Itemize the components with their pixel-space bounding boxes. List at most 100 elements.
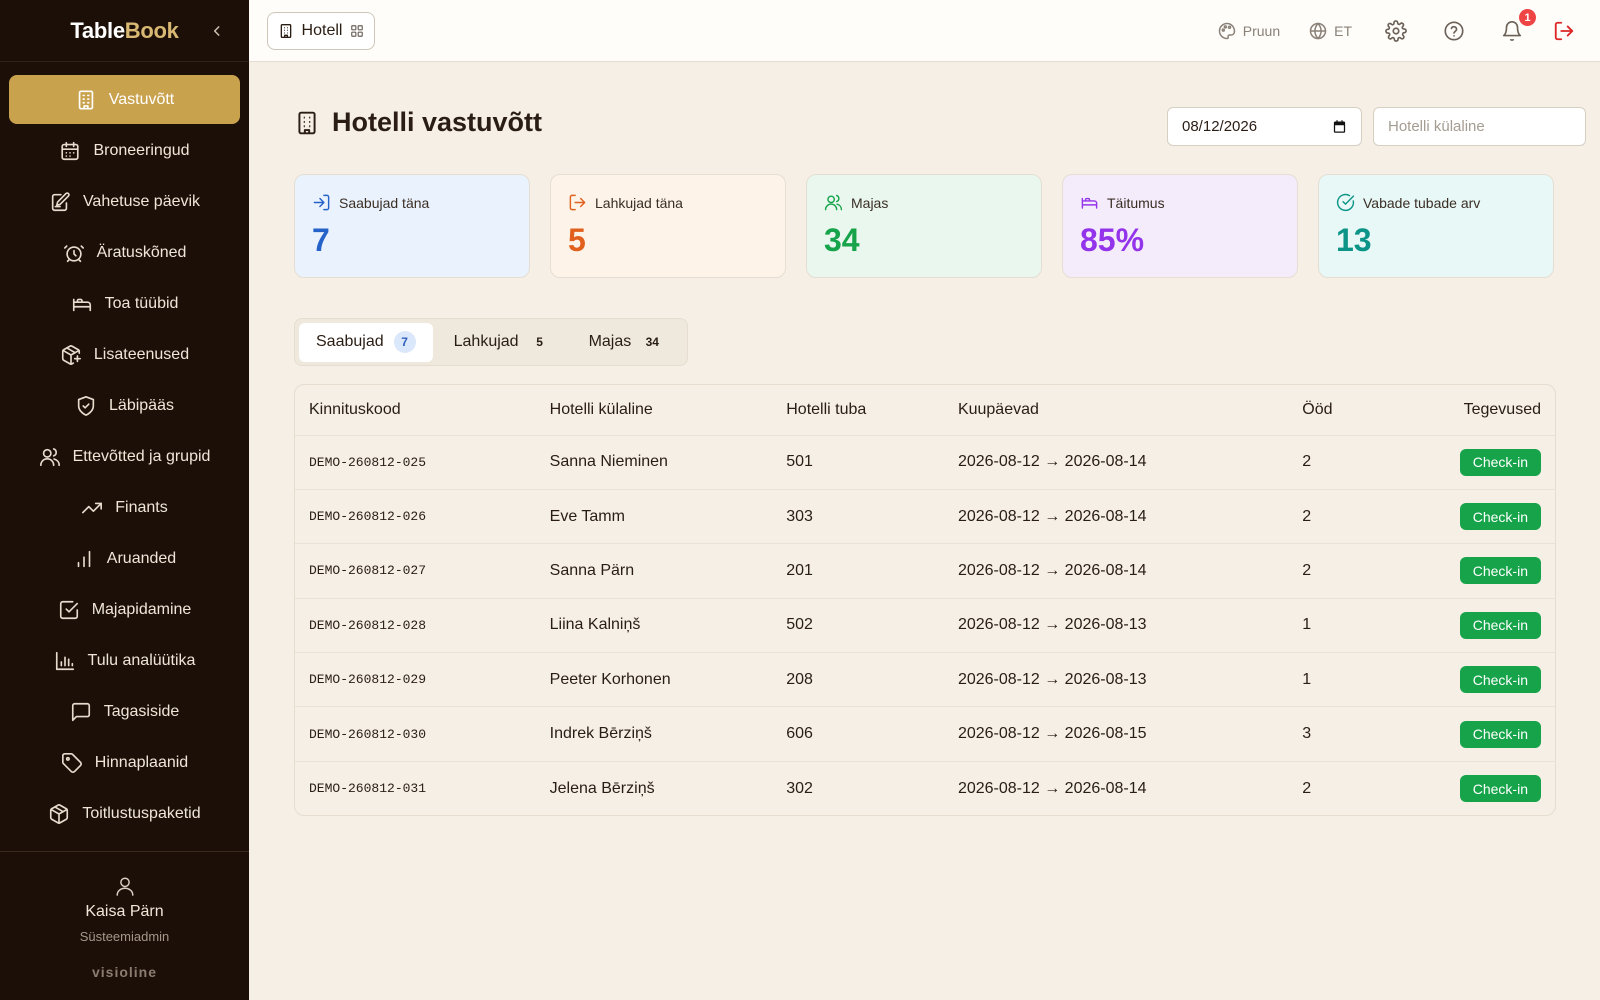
sidebar-item-5[interactable]: Lisateenused <box>9 330 240 379</box>
check-in-button[interactable]: Check-in <box>1459 666 1541 694</box>
theme-switcher[interactable]: Pruun <box>1217 21 1280 41</box>
sidebar-item-10[interactable]: Majapidamine <box>9 585 240 634</box>
nights-count: 1 <box>1288 597 1429 653</box>
column-header: Tegevused <box>1463 400 1541 418</box>
stat-card: Lahkujad täna 5 <box>550 174 786 278</box>
module-label: Hotell <box>301 22 343 39</box>
building-icon <box>78 89 93 110</box>
check-in-button[interactable]: Check-in <box>1459 503 1541 531</box>
room-number: 208 <box>772 652 944 707</box>
stay-dates: 2026-08-12 → 2026-08-14 <box>943 488 1289 544</box>
guest-name: Sanna Pärn <box>535 543 773 599</box>
tag-icon-wrap <box>61 752 83 774</box>
table-row: DEMO-260812-028 Liina Kalniņš 502 2026-08-1… <box>295 597 1555 653</box>
check-in-button[interactable]: Check-in <box>1459 557 1541 585</box>
edit-note-icon-wrap <box>49 191 71 213</box>
sidebar-item-6[interactable]: Läbipääs <box>9 381 240 430</box>
stats-row: Saabujad täna 7 Lahkujad täna 5 Majas 34 Täitu… <box>294 174 1554 278</box>
user-name: Kaisa Pärn <box>85 903 164 920</box>
date-picker[interactable]: 08/12/2026 <box>1167 107 1362 146</box>
check-in-button[interactable]: Check-in <box>1459 775 1541 803</box>
package-plus-icon <box>61 344 81 365</box>
stat-label: Saabujad täna <box>339 194 430 211</box>
sidebar-item-13[interactable]: Hinnaplaanid <box>9 738 240 787</box>
row-actions: Check-in <box>1428 706 1555 762</box>
arrivals-table: Kinnituskood Hotelli külaline Hotelli tuba… <box>294 384 1556 816</box>
module-switcher[interactable]: Hotell <box>267 12 375 50</box>
sidebar-item-8[interactable]: Finants <box>9 483 240 532</box>
sidebar-item-12[interactable]: Tagasiside <box>9 687 240 736</box>
sidebar-item-2[interactable]: Vahetuse päevik <box>9 177 240 226</box>
stat-label: Lahkujad täna <box>595 194 683 211</box>
language-switcher[interactable]: ET <box>1308 21 1352 41</box>
table-row: DEMO-260812-026 Eve Tamm 303 2026-08-12 → 2… <box>295 488 1555 544</box>
collapse-sidebar-button[interactable] <box>207 21 227 41</box>
guest-name: Eve Tamm <box>535 488 773 544</box>
help-circle-icon <box>1444 21 1464 41</box>
user-role: Süsteemiadmin <box>79 929 170 944</box>
theme-label: Pruun <box>1242 23 1281 39</box>
stay-dates: 2026-08-12 → 2026-08-14 <box>943 543 1289 599</box>
stat-header: Saabujad täna <box>312 193 512 212</box>
tab-0[interactable]: Saabujad 7 <box>299 322 433 362</box>
sidebar-item-7[interactable]: Ettevõtted ja grupid <box>9 432 240 481</box>
sidebar-nav: Vastuvõtt Broneeringud Vahetuse päevik Ärat… <box>0 62 249 838</box>
calendar-icon-wrap <box>59 140 81 162</box>
logout-icon <box>1554 21 1574 41</box>
room-number: 201 <box>772 543 944 599</box>
shield-check-icon-wrap <box>75 395 97 417</box>
sidebar-item-label: Majapidamine <box>91 600 192 618</box>
stat-value: 5 <box>568 222 586 258</box>
check-in-button[interactable]: Check-in <box>1459 611 1541 639</box>
table-row: DEMO-260812-031 Jelena Bērziņš 302 2026-08-… <box>295 760 1555 815</box>
box-icon-wrap <box>48 803 70 825</box>
tab-label: Lahkujad <box>453 333 519 350</box>
sidebar-item-label: Vahetuse päevik <box>82 192 201 210</box>
column-header: Ööd <box>1302 400 1333 418</box>
check-in-button[interactable]: Check-in <box>1459 448 1541 476</box>
sidebar-item-label: Tagasiside <box>103 702 180 720</box>
sidebar-item-label: Toitlustuspaketid <box>82 804 201 822</box>
stay-dates: 2026-08-12 → 2026-08-14 <box>943 760 1289 815</box>
logout-button[interactable] <box>1552 19 1576 43</box>
sidebar-item-label: Finants <box>115 498 168 516</box>
sidebar-item-14[interactable]: Toitlustuspaketid <box>9 789 240 838</box>
sidebar-item-11[interactable]: Tulu analüütika <box>9 636 240 685</box>
bell-icon <box>1502 21 1522 42</box>
stat-card: Saabujad täna 7 <box>294 174 530 278</box>
tab-label: Saabujad <box>316 333 384 350</box>
settings-button[interactable] <box>1384 19 1408 43</box>
tab-1[interactable]: Lahkujad 5 <box>437 323 568 362</box>
booking-code: DEMO-260812-027 <box>295 543 536 599</box>
stat-header: Lahkujad täna <box>568 193 768 212</box>
tab-2[interactable]: Majas 34 <box>572 323 681 362</box>
sidebar-item-0[interactable]: Vastuvõtt <box>9 75 240 124</box>
reception-tabs: Saabujad 7 Lahkujad 5 Majas 34 <box>294 318 688 366</box>
booking-code: DEMO-260812-030 <box>295 706 536 762</box>
log-in-icon <box>313 194 330 211</box>
box-icon <box>50 803 69 824</box>
notifications-button[interactable]: 1 <box>1500 9 1536 43</box>
check-in-button[interactable]: Check-in <box>1459 720 1541 748</box>
check-circle-icon <box>1336 193 1355 212</box>
brand-logo[interactable]: TableBook <box>70 18 178 44</box>
sidebar-item-9[interactable]: Aruanded <box>9 534 240 583</box>
bed-icon-wrap <box>71 293 93 315</box>
nights-count: 2 <box>1288 760 1429 815</box>
tab-label: Majas <box>588 333 632 350</box>
stat-card: Vabade tubade arv 13 <box>1318 174 1554 278</box>
checkbox-icon <box>59 600 78 619</box>
stay-dates: 2026-08-12 → 2026-08-15 <box>943 706 1289 762</box>
sidebar-item-label: Lisateenused <box>93 345 190 363</box>
guest-search-input[interactable] <box>1373 107 1586 146</box>
room-number: 606 <box>772 706 944 762</box>
booking-code: DEMO-260812-025 <box>295 434 536 490</box>
sidebar-item-label: Ettevõtted ja grupid <box>72 447 211 465</box>
sidebar-item-4[interactable]: Toa tüübid <box>9 279 240 328</box>
table-row: DEMO-260812-030 Indrek Bērziņš 606 2026-08-… <box>295 706 1555 762</box>
help-button[interactable] <box>1442 19 1466 43</box>
sidebar-item-1[interactable]: Broneeringud <box>9 126 240 175</box>
guest-name: Peeter Korhonen <box>535 652 773 707</box>
table-row: DEMO-260812-025 Sanna Nieminen 501 2026-08-… <box>295 434 1555 490</box>
sidebar-item-3[interactable]: Äratuskõned <box>9 228 240 277</box>
